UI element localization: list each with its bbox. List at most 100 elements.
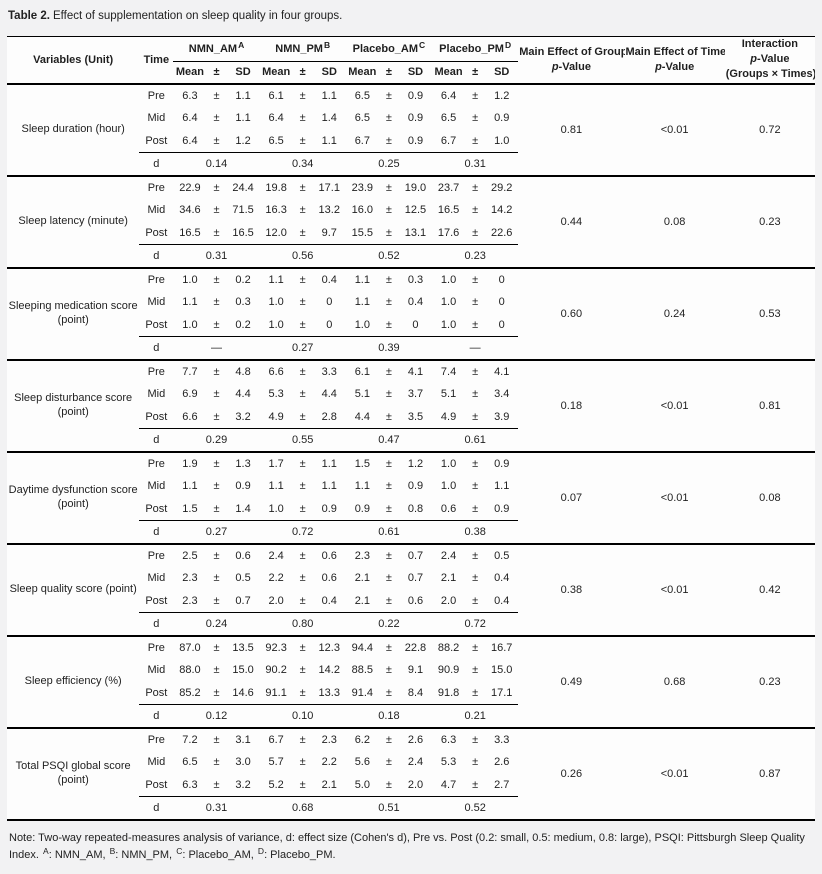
p-group-value: 0.60 <box>518 266 625 360</box>
p-group-value: 0.38 <box>518 542 625 636</box>
time-label: Pre <box>139 174 174 199</box>
table-row: Post 1.5 ±1.4 1.0 ±0.9 0.9 ±0.8 0.6 ±0.9 <box>7 498 815 521</box>
note-superscript: C <box>176 846 183 857</box>
plus-minus: ± <box>206 358 227 383</box>
d-label: d <box>139 520 174 544</box>
mean-value: 88.2 <box>432 634 466 659</box>
sd-value: 24.4 <box>226 174 260 199</box>
group-superscript: D <box>504 40 512 50</box>
plus-minus: ± <box>472 572 479 584</box>
d-value: 0.38 <box>432 520 519 544</box>
sd-value: 9.7 <box>321 226 337 239</box>
plus-minus: ± <box>292 82 313 107</box>
sd-value: 3.1 <box>226 726 260 751</box>
sd-value: 8.4 <box>407 686 424 699</box>
plus-minus: ± <box>378 726 399 751</box>
sd-value: 0.9 <box>235 480 251 492</box>
effect-size-row: d 0.12 0.10 0.18 0.21 <box>7 704 815 728</box>
plus-minus: ± <box>299 318 306 331</box>
plus-minus: ± <box>292 542 313 567</box>
mean-value: 6.3 <box>432 726 466 751</box>
plus-minus: ± <box>378 358 399 383</box>
time-label: Pre <box>139 726 174 751</box>
plus-minus: ± <box>378 634 399 659</box>
table-row: Mid 34.6 ±71.5 16.3 ±13.2 16.0 ±12.5 16.5 ±14.2 <box>7 199 815 222</box>
d-value: 0.61 <box>345 520 433 544</box>
sd-value: 2.6 <box>494 756 510 768</box>
col-header-sd: SD <box>485 61 519 85</box>
d-value: 0.56 <box>259 244 346 268</box>
plus-minus: ± <box>299 686 306 699</box>
plus-minus: ± <box>385 480 392 492</box>
supplementation-table: Variables (Unit) Time NMN_AMA NMN_PMB Pl… <box>7 36 815 821</box>
sd-value: 0.4 <box>494 594 510 607</box>
mean-value: 1.0 <box>354 318 370 331</box>
mean-value: 5.3 <box>268 388 284 400</box>
mean-value: 16.3 <box>265 204 287 216</box>
sd-value: 3.0 <box>235 756 251 768</box>
col-header-group-placebo-am: Placebo_AMC <box>345 36 433 62</box>
sd-value: 0.2 <box>235 318 251 331</box>
col-header-pm: ± <box>206 61 227 85</box>
mean-value: 6.4 <box>268 112 284 124</box>
sd-value: 14.2 <box>318 664 340 676</box>
d-value: 0.27 <box>173 520 260 544</box>
table-row: Sleep duration (hour) Pre 6.3 ±1.1 6.1 ±1.1 6.… <box>7 82 815 176</box>
table-row: Mid 6.9 ±4.4 5.3 ±4.4 5.1 ±3.7 5.1 ±3.4 <box>7 383 815 406</box>
table-caption: Effect of supplementation on sleep quali… <box>52 10 343 22</box>
sd-value: 4.4 <box>321 388 337 400</box>
table-number: Table 2. <box>8 10 50 22</box>
time-label: Mid <box>147 756 166 768</box>
sd-value: 1.2 <box>235 134 251 147</box>
table-row: Post 6.4 ±1.2 6.5 ±1.1 6.7 ±0.9 6.7 ±1.0 <box>7 130 815 153</box>
mean-value: 4.4 <box>354 410 370 423</box>
p-time-value: 0.08 <box>624 174 725 268</box>
sd-value: 16.5 <box>232 226 254 239</box>
d-value: 0.29 <box>173 428 260 452</box>
sd-value: 1.3 <box>226 450 260 475</box>
effect-size-row: d 0.27 0.72 0.61 0.38 <box>7 520 815 544</box>
mean-value: 1.9 <box>173 450 207 475</box>
plus-minus: ± <box>213 410 220 423</box>
table-row: Post 6.6 ±3.2 4.9 ±2.8 4.4 ±3.5 4.9 ±3.9 <box>7 406 815 429</box>
plus-minus: ± <box>472 112 479 124</box>
mean-value: 1.1 <box>354 480 370 492</box>
table-row: Post 2.3 ±0.7 2.0 ±0.4 2.1 ±0.6 2.0 ±0.4 <box>7 590 815 613</box>
effect-size-row: d 0.24 0.80 0.22 0.72 <box>7 612 815 636</box>
sd-value: 0.6 <box>321 572 337 584</box>
mean-value: 90.9 <box>437 664 460 676</box>
plus-minus: ± <box>385 502 392 515</box>
mean-value: 2.4 <box>432 542 466 567</box>
plus-minus: ± <box>385 778 392 791</box>
table-row: Mid 2.3 ±0.5 2.2 ±0.6 2.1 ±0.7 2.1 ±0.4 <box>7 567 815 590</box>
mean-value: 2.1 <box>354 594 370 607</box>
group-superscript: A <box>238 40 245 50</box>
sd-value: 13.3 <box>318 686 340 699</box>
d-value: 0.68 <box>259 796 346 820</box>
sd-value: 0.3 <box>235 296 251 308</box>
d-value: 0.34 <box>259 152 346 176</box>
group-superscript: B <box>323 40 331 50</box>
d-value: 0.10 <box>259 704 346 728</box>
time-label: Pre <box>139 82 174 107</box>
table-row: Mid 1.1 ±0.9 1.1 ±1.1 1.1 ±0.9 1.0 ±1.1 <box>7 475 815 498</box>
plus-minus: ± <box>213 572 220 584</box>
sd-value: 0.9 <box>398 82 433 107</box>
mean-value: 0.9 <box>354 502 370 515</box>
plus-minus: ± <box>472 778 479 791</box>
mean-value: 16.0 <box>351 204 374 216</box>
plus-minus: ± <box>213 318 220 331</box>
time-label: Mid <box>147 296 166 308</box>
sd-value: 0.2 <box>226 266 260 291</box>
mean-value: 1.0 <box>182 318 198 331</box>
variable-cell: Sleep quality score (point) <box>7 542 140 636</box>
mean-value: 5.0 <box>354 778 370 791</box>
note-superscript: A <box>43 846 49 857</box>
sd-value: 1.2 <box>398 450 433 475</box>
time-label: Mid <box>147 664 166 676</box>
mean-value: 2.3 <box>182 594 198 607</box>
d-value: 0.12 <box>173 704 260 728</box>
sd-value: 1.1 <box>494 480 510 492</box>
mean-value: 1.1 <box>182 296 198 308</box>
mean-value: 91.8 <box>437 686 460 699</box>
